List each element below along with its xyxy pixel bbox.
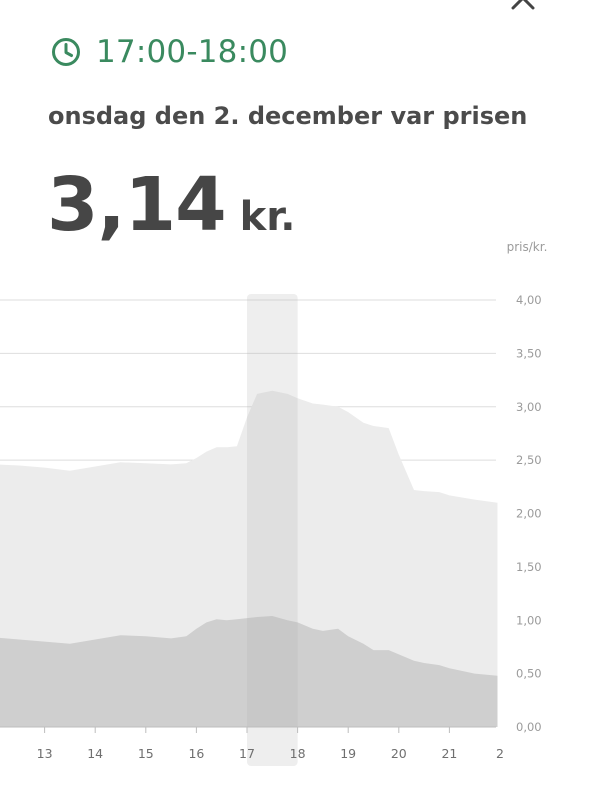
y-tick-label: 2,00 xyxy=(516,507,542,521)
x-tick-label: 14 xyxy=(87,746,103,761)
clock-icon xyxy=(52,38,80,66)
x-tick-label: 18 xyxy=(290,746,306,761)
price-value: 3,14 xyxy=(47,162,227,248)
axis-layer: pris/kr. 0,00 0,50 1,00 1,50 2,00 2,50 3,00 3,5… xyxy=(0,240,547,761)
y-tick-label: 0,00 xyxy=(516,720,542,734)
x-tick-label: 21 xyxy=(441,746,457,761)
area-series xyxy=(0,390,498,727)
x-tick-label: 13 xyxy=(37,746,53,761)
x-tick-label: 2 xyxy=(496,746,504,761)
y-axis-label: pris/kr. xyxy=(507,240,548,254)
y-tick-label: 0,50 xyxy=(516,667,542,681)
price-display: 3,14 kr. xyxy=(47,162,295,248)
x-tick-label: 17 xyxy=(239,746,255,761)
x-tick-label: 15 xyxy=(138,746,154,761)
time-range-row: 17:00-18:00 xyxy=(50,34,288,70)
x-tick-label: 20 xyxy=(391,746,407,761)
selected-hour-highlight[interactable] xyxy=(247,294,298,766)
close-button[interactable] xyxy=(508,0,538,10)
y-tick-label: 4,00 xyxy=(516,293,542,307)
y-tick-label: 1,00 xyxy=(516,613,542,627)
highlight-layer xyxy=(247,294,298,766)
y-tick-label: 3,50 xyxy=(516,346,542,360)
close-icon xyxy=(511,0,535,10)
time-range: 17:00-18:00 xyxy=(96,34,289,70)
price-unit: kr. xyxy=(239,194,296,240)
x-tick-label: 16 xyxy=(188,746,204,761)
y-tick-label: 2,50 xyxy=(516,453,542,467)
x-tick-label: 19 xyxy=(340,746,356,761)
date-text: onsdag den 2. december var prisen xyxy=(48,102,528,130)
y-tick-label: 3,00 xyxy=(516,400,542,414)
base-price-area xyxy=(0,616,498,727)
y-tick-label: 1,50 xyxy=(516,560,542,574)
